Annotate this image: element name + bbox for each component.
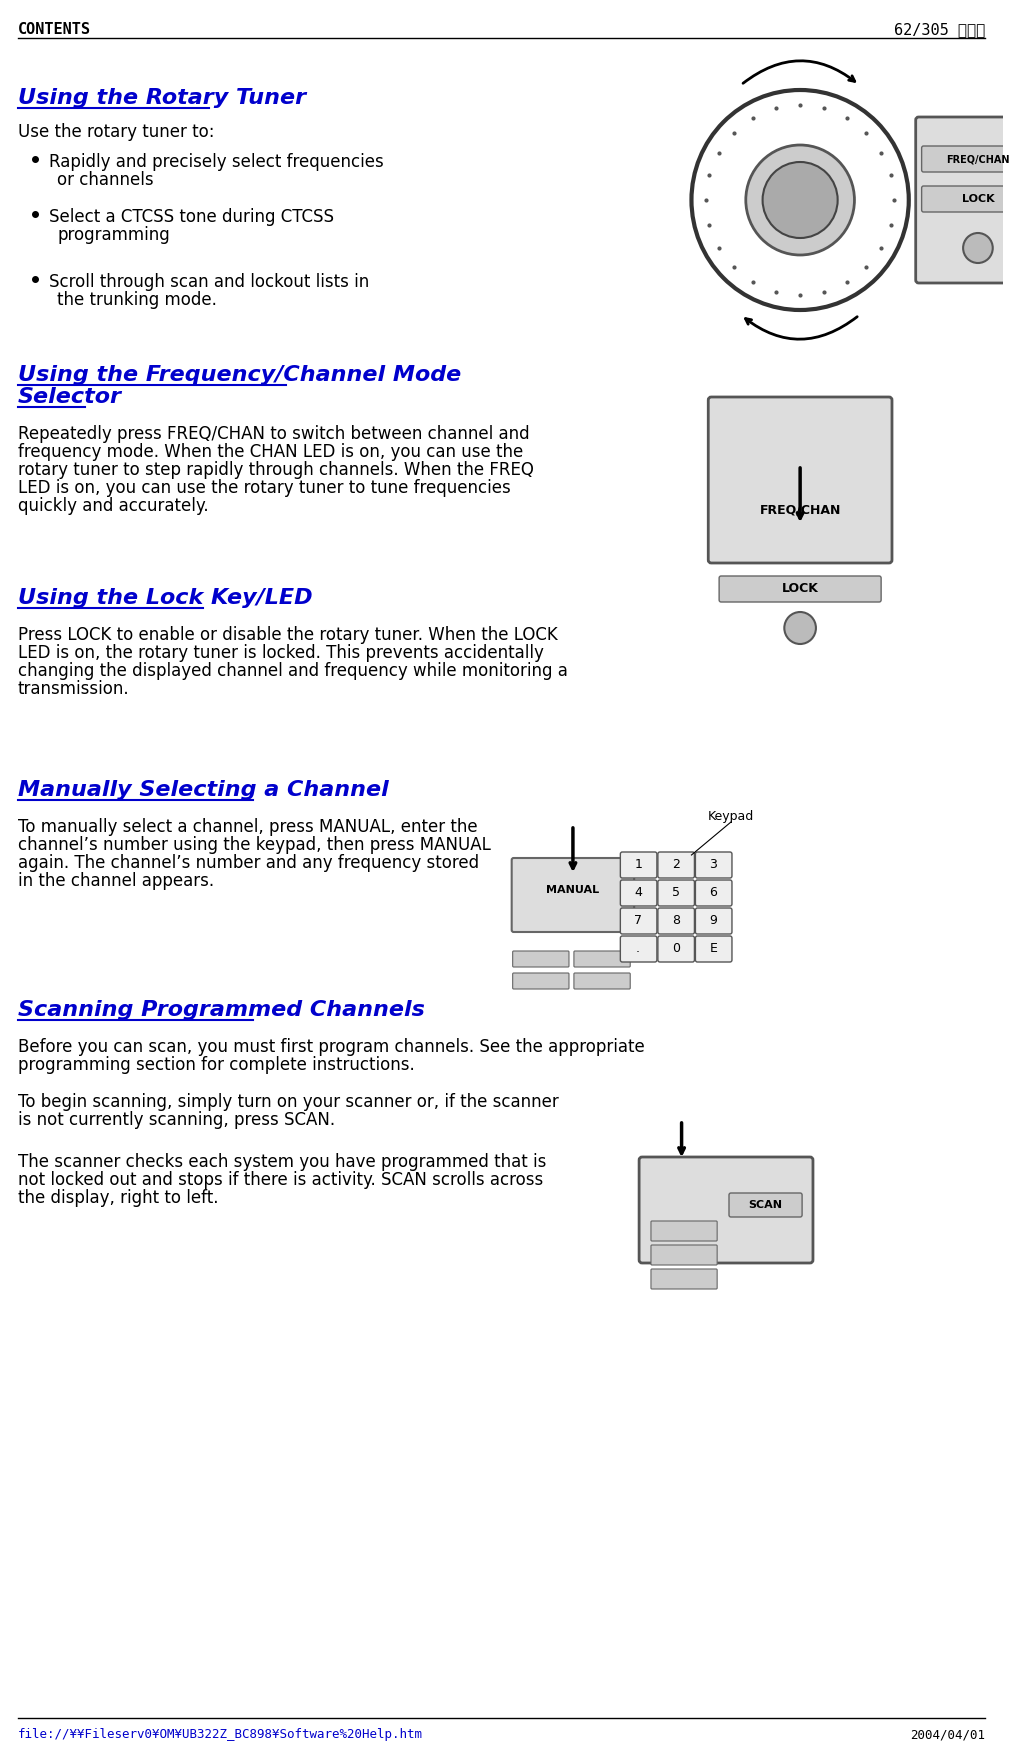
FancyBboxPatch shape (573, 950, 630, 968)
FancyBboxPatch shape (513, 950, 569, 968)
Text: 6: 6 (709, 887, 718, 900)
FancyBboxPatch shape (658, 880, 694, 906)
Text: E: E (709, 943, 718, 956)
Text: SCAN: SCAN (748, 1200, 783, 1209)
Text: To begin scanning, simply turn on your scanner or, if the scanner: To begin scanning, simply turn on your s… (18, 1094, 558, 1111)
Text: Using the Lock Key/LED: Using the Lock Key/LED (18, 588, 313, 607)
Text: quickly and accurately.: quickly and accurately. (18, 497, 208, 514)
Text: again. The channel’s number and any frequency stored: again. The channel’s number and any freq… (18, 854, 479, 872)
FancyBboxPatch shape (719, 576, 881, 602)
FancyBboxPatch shape (639, 1157, 813, 1264)
Circle shape (785, 612, 816, 644)
Text: 8: 8 (672, 915, 680, 928)
FancyBboxPatch shape (651, 1222, 718, 1241)
FancyBboxPatch shape (651, 1269, 718, 1290)
FancyBboxPatch shape (708, 397, 892, 564)
Text: in the channel appears.: in the channel appears. (18, 872, 214, 891)
Text: Scanning Programmed Channels: Scanning Programmed Channels (18, 999, 424, 1020)
FancyBboxPatch shape (658, 936, 694, 962)
Text: MANUAL: MANUAL (546, 886, 600, 894)
Text: programming: programming (57, 226, 171, 243)
Text: 3: 3 (709, 859, 718, 872)
Text: Use the rotary tuner to:: Use the rotary tuner to: (18, 123, 214, 142)
Text: Using the Rotary Tuner: Using the Rotary Tuner (18, 88, 306, 108)
Text: LOCK: LOCK (961, 194, 995, 205)
FancyBboxPatch shape (922, 145, 1015, 172)
Text: 9: 9 (709, 915, 718, 928)
Text: 4: 4 (634, 887, 642, 900)
FancyBboxPatch shape (695, 936, 732, 962)
FancyBboxPatch shape (916, 117, 1015, 284)
Text: frequency mode. When the CHAN LED is on, you can use the: frequency mode. When the CHAN LED is on,… (18, 443, 523, 460)
FancyBboxPatch shape (729, 1194, 802, 1216)
Text: file://¥¥Fileserv0¥OM¥UB322Z_BC898¥Software%20Help.htm: file://¥¥Fileserv0¥OM¥UB322Z_BC898¥Softw… (18, 1727, 423, 1741)
Text: 2: 2 (672, 859, 680, 872)
Text: The scanner checks each system you have programmed that is: The scanner checks each system you have … (18, 1153, 546, 1171)
Text: LOCK: LOCK (782, 583, 818, 595)
Text: LED is on, the rotary tuner is locked. This prevents accidentally: LED is on, the rotary tuner is locked. T… (18, 644, 544, 662)
Text: Selector: Selector (18, 387, 122, 408)
Circle shape (746, 145, 855, 255)
Text: not locked out and stops if there is activity. SCAN scrolls across: not locked out and stops if there is act… (18, 1171, 543, 1188)
Text: 62/305 ページ: 62/305 ページ (893, 23, 985, 37)
FancyBboxPatch shape (658, 852, 694, 878)
Text: channel’s number using the keypad, then press MANUAL: channel’s number using the keypad, then … (18, 836, 490, 854)
FancyBboxPatch shape (695, 852, 732, 878)
FancyBboxPatch shape (695, 880, 732, 906)
Text: Scroll through scan and lockout lists in: Scroll through scan and lockout lists in (50, 273, 369, 290)
Text: To manually select a channel, press MANUAL, enter the: To manually select a channel, press MANU… (18, 817, 477, 836)
Text: or channels: or channels (57, 172, 154, 189)
Circle shape (963, 233, 993, 262)
Text: 2004/04/01: 2004/04/01 (909, 1727, 985, 1741)
Text: Press LOCK to enable or disable the rotary tuner. When the LOCK: Press LOCK to enable or disable the rota… (18, 626, 557, 644)
Text: 7: 7 (634, 915, 642, 928)
Text: FREQ/CHAN: FREQ/CHAN (759, 504, 840, 516)
Text: FREQ/CHAN: FREQ/CHAN (946, 154, 1010, 164)
FancyBboxPatch shape (620, 880, 657, 906)
FancyBboxPatch shape (513, 973, 569, 989)
Text: programming section for complete instructions.: programming section for complete instruc… (18, 1055, 414, 1074)
Circle shape (762, 163, 837, 238)
FancyBboxPatch shape (573, 973, 630, 989)
Text: changing the displayed channel and frequency while monitoring a: changing the displayed channel and frequ… (18, 662, 567, 681)
FancyBboxPatch shape (651, 1244, 718, 1265)
Text: Rapidly and precisely select frequencies: Rapidly and precisely select frequencies (50, 152, 384, 172)
Text: Select a CTCSS tone during CTCSS: Select a CTCSS tone during CTCSS (50, 208, 334, 226)
Text: is not currently scanning, press SCAN.: is not currently scanning, press SCAN. (18, 1111, 335, 1129)
Text: the trunking mode.: the trunking mode. (57, 290, 217, 310)
Text: Repeatedly press FREQ/CHAN to switch between channel and: Repeatedly press FREQ/CHAN to switch bet… (18, 425, 530, 443)
FancyBboxPatch shape (620, 936, 657, 962)
FancyBboxPatch shape (922, 186, 1015, 212)
Text: LED is on, you can use the rotary tuner to tune frequencies: LED is on, you can use the rotary tuner … (18, 480, 511, 497)
Text: CONTENTS: CONTENTS (18, 23, 90, 37)
FancyBboxPatch shape (658, 908, 694, 934)
FancyBboxPatch shape (695, 908, 732, 934)
FancyBboxPatch shape (620, 852, 657, 878)
Text: Before you can scan, you must first program channels. See the appropriate: Before you can scan, you must first prog… (18, 1038, 645, 1055)
Text: 5: 5 (672, 887, 680, 900)
Text: 1: 1 (634, 859, 642, 872)
Text: the display, right to left.: the display, right to left. (18, 1188, 218, 1207)
Text: Manually Selecting a Channel: Manually Selecting a Channel (18, 780, 389, 800)
Text: .: . (636, 943, 640, 956)
FancyBboxPatch shape (620, 908, 657, 934)
Text: 0: 0 (672, 943, 680, 956)
FancyBboxPatch shape (512, 858, 634, 933)
Text: Keypad: Keypad (707, 810, 754, 822)
Text: Using the Frequency/Channel Mode: Using the Frequency/Channel Mode (18, 366, 461, 385)
Text: transmission.: transmission. (18, 681, 129, 698)
Text: rotary tuner to step rapidly through channels. When the FREQ: rotary tuner to step rapidly through cha… (18, 460, 534, 480)
